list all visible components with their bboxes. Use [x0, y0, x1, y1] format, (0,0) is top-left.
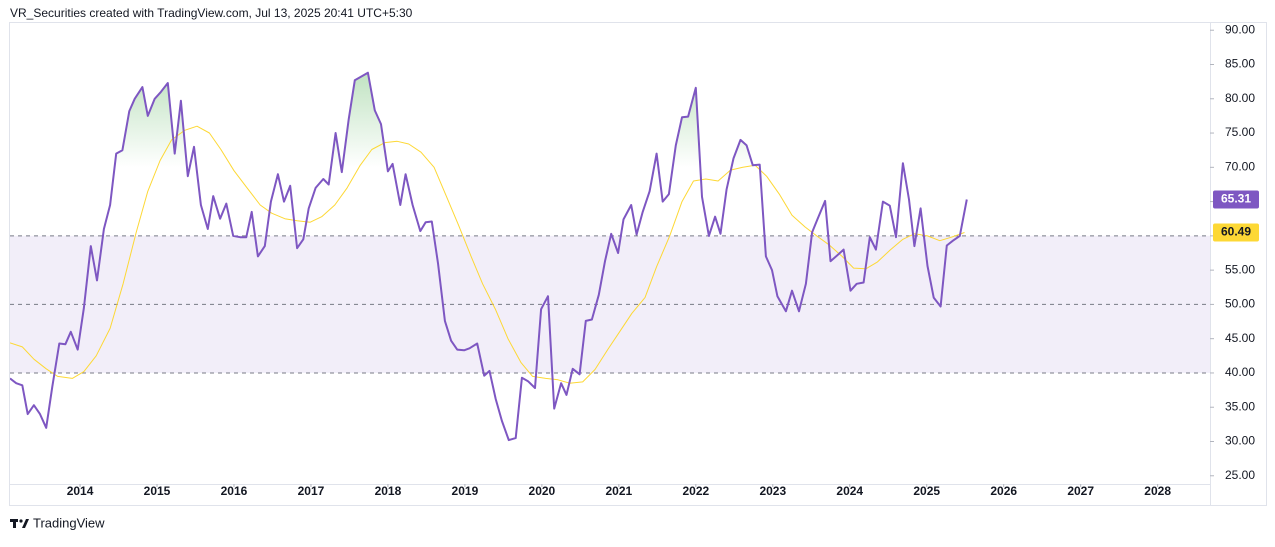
- y-tick-label: 90.00: [1225, 22, 1255, 36]
- axes: 25.0030.0035.0040.0045.0050.0055.0060.00…: [67, 22, 1259, 498]
- y-tick-label: 25.00: [1225, 468, 1255, 482]
- x-tick-label: 2024: [836, 484, 863, 498]
- x-tick-label: 2027: [1067, 484, 1094, 498]
- x-tick-label: 2018: [375, 484, 402, 498]
- x-tick-label: 2019: [452, 484, 479, 498]
- y-tick-label: 70.00: [1225, 159, 1255, 173]
- x-tick-label: 2021: [606, 484, 633, 498]
- x-tick-label: 2023: [759, 484, 786, 498]
- series-line: [10, 71, 968, 442]
- x-tick-label: 2017: [298, 484, 325, 498]
- y-tick-label: 45.00: [1225, 331, 1255, 345]
- plot-area: [10, 71, 1210, 442]
- last-value-label: 65.31: [1221, 192, 1251, 206]
- chart-frame: [9, 22, 1267, 506]
- last-value-box: [1213, 223, 1259, 242]
- x-tick-label: 2026: [990, 484, 1017, 498]
- x-tick-label: 2028: [1144, 484, 1171, 498]
- y-tick-label: 40.00: [1225, 365, 1255, 379]
- header: VR_Securities created with TradingView.c…: [10, 6, 413, 20]
- x-tick-label: 2022: [682, 484, 709, 498]
- footer-logo: [10, 519, 29, 528]
- x-tick-label: 2015: [144, 484, 171, 498]
- x-tick-label: 2016: [221, 484, 248, 498]
- y-tick-label: 35.00: [1225, 399, 1255, 413]
- x-tick-label: 2020: [529, 484, 556, 498]
- x-tick-label: 2014: [67, 484, 94, 498]
- y-tick-label: 85.00: [1225, 57, 1255, 71]
- footer-brand: TradingView: [33, 515, 105, 530]
- y-tick-label: 80.00: [1225, 91, 1255, 105]
- last-value-label: 60.49: [1221, 225, 1251, 239]
- y-tick-label: 55.00: [1225, 262, 1255, 276]
- y-tick-label: 30.00: [1225, 434, 1255, 448]
- series-line: [10, 125, 965, 384]
- y-tick-label: 50.00: [1225, 297, 1255, 311]
- y-tick-label: 75.00: [1225, 125, 1255, 139]
- x-tick-label: 2025: [913, 484, 940, 498]
- last-value-box: [1213, 190, 1259, 209]
